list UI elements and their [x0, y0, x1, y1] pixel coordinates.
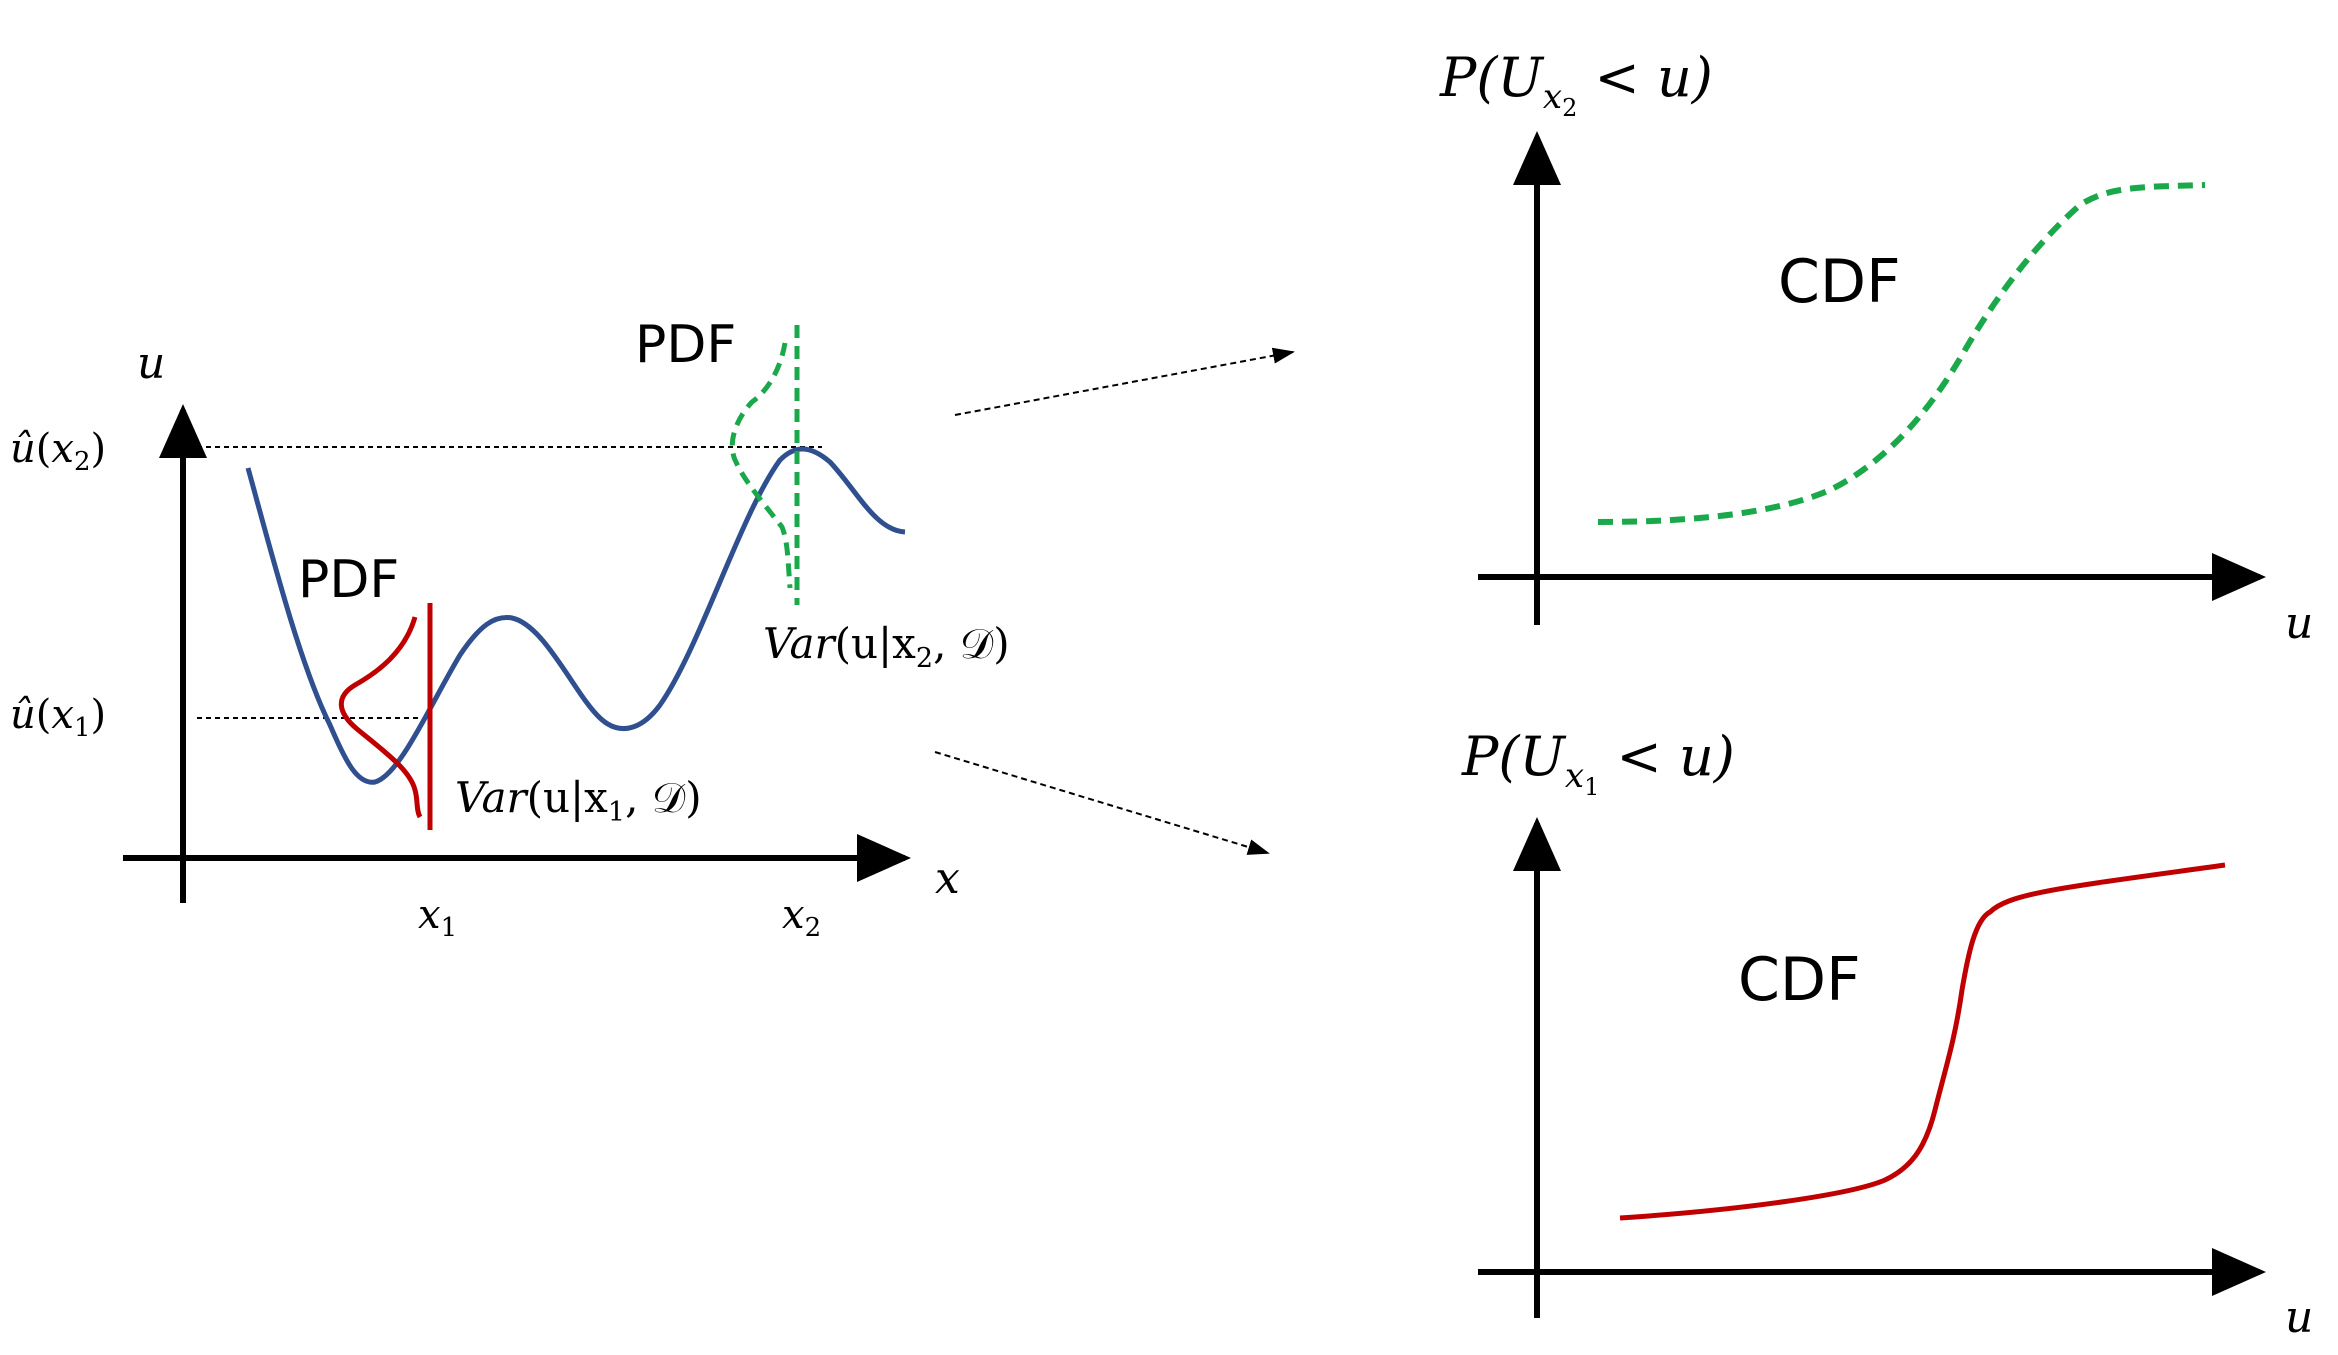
pdf-label-x2: PDF [635, 315, 736, 375]
variance-label-x1: Var(u|x1, 𝒟) [455, 773, 702, 828]
left-panel: u x x1 x2 û(x2) û(x1) PDF PDF Var(u|x1, … [10, 315, 1010, 943]
x2-pdf-curve [729, 342, 793, 589]
left-y-axis-label: u [137, 338, 165, 389]
bottom-right-x-axis-label: u [2285, 1292, 2313, 1343]
bottom-right-y-label: P(Ux1 < u) [1461, 725, 1735, 801]
left-x-axis-label: x [935, 853, 960, 904]
pdf-label-x1: PDF [298, 550, 399, 610]
variance-label-x2: Var(u|x2, 𝒟) [763, 619, 1010, 674]
bottom-right-panel: P(Ux1 < u) u CDF [1461, 725, 2313, 1343]
tick-label-x2: x2 [782, 892, 821, 943]
uhat-x2-label: û(x2) [10, 426, 106, 477]
bottom-right-cdf-label: CDF [1738, 945, 1861, 1015]
tick-label-x1: x1 [418, 892, 457, 943]
top-right-y-label: P(Ux2 < u) [1439, 46, 1713, 122]
x1-pdf-curve [338, 616, 423, 819]
connector-arrow-top [954, 347, 1295, 416]
uhat-x1-label: û(x1) [10, 692, 106, 743]
top-right-panel: P(Ux2 < u) u CDF [1439, 46, 2313, 649]
connector-arrow-bottom [934, 751, 1270, 855]
top-right-x-axis-label: u [2285, 598, 2313, 649]
cdf-curve-x2 [1597, 182, 2206, 525]
mean-curve [245, 446, 906, 785]
cdf-curve-x1 [1619, 862, 2226, 1221]
top-right-cdf-label: CDF [1778, 247, 1901, 317]
